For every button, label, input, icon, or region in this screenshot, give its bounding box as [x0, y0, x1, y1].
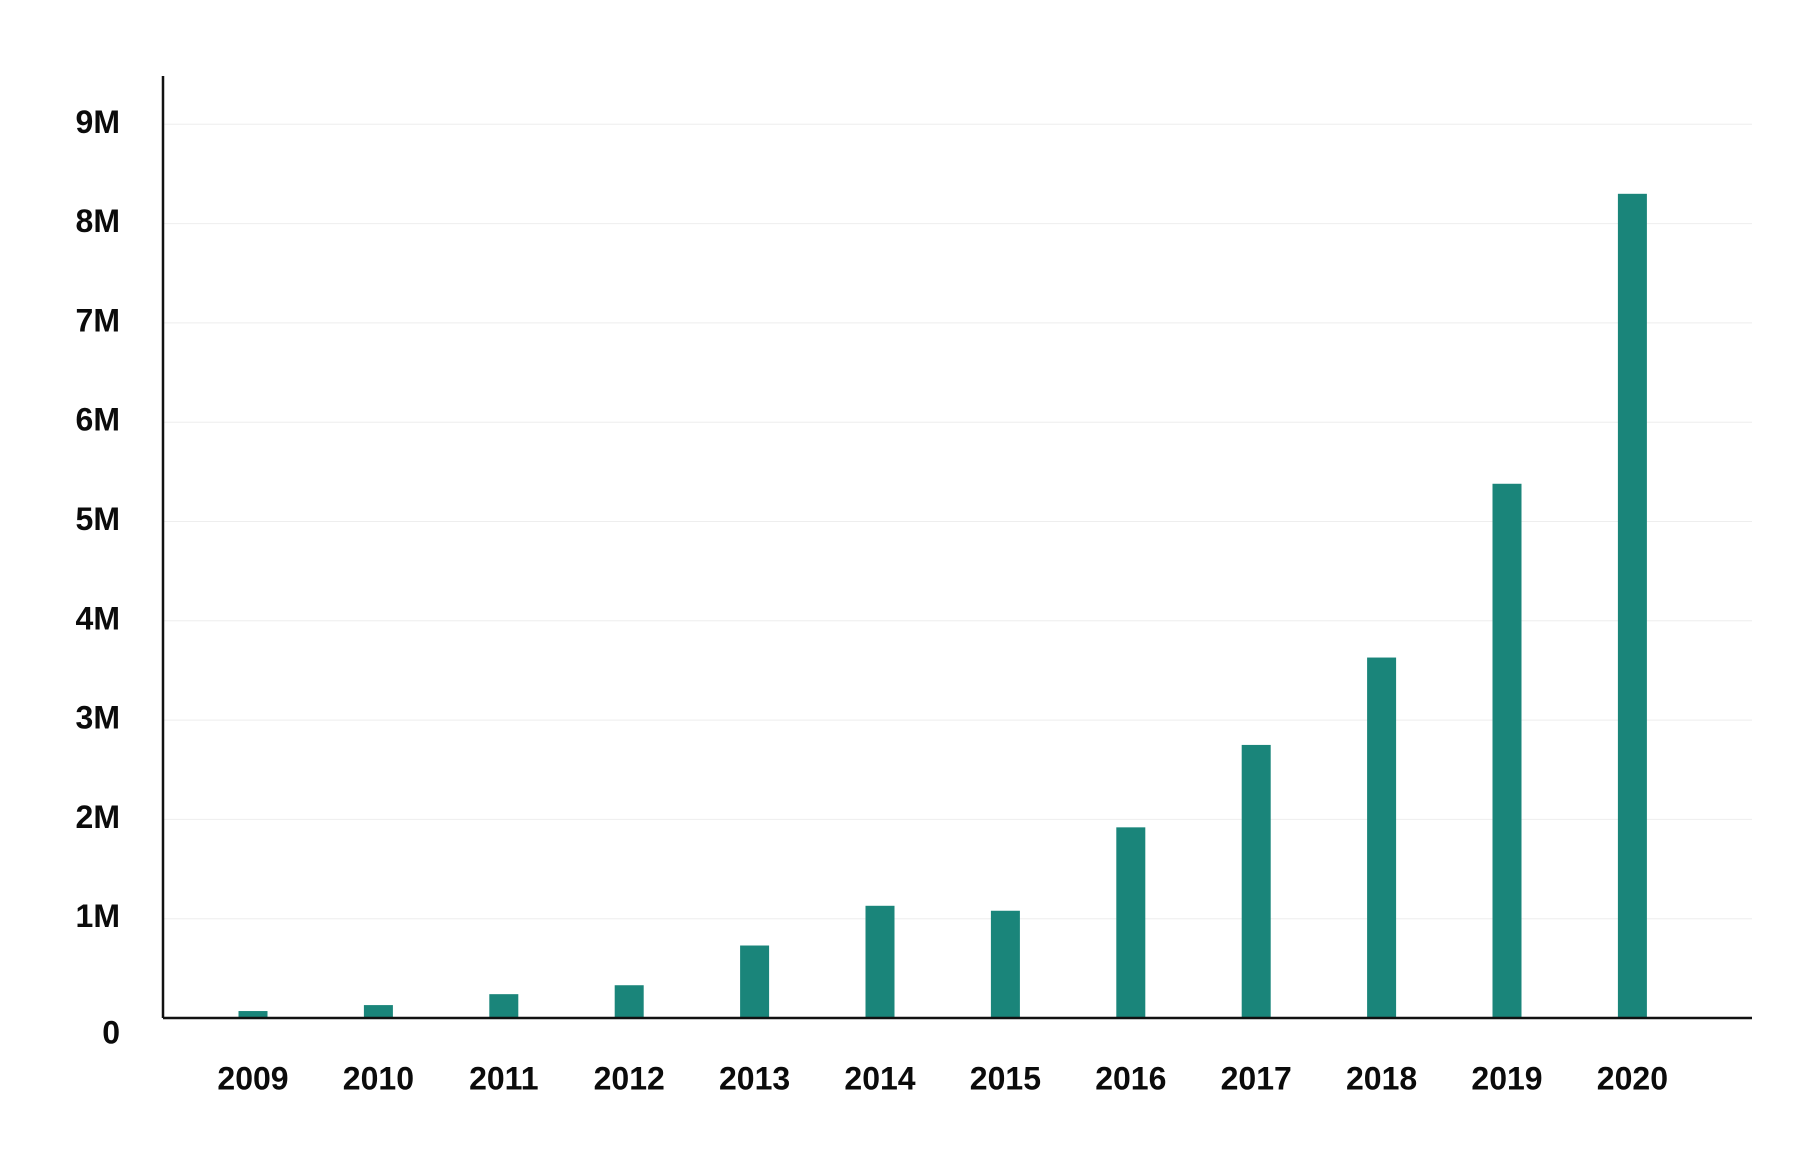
y-tick-label: 2M: [76, 799, 120, 835]
y-tick-label: 3M: [76, 700, 120, 736]
bar-2015: [990, 910, 1020, 1018]
x-tick-label: 2016: [1095, 1060, 1166, 1096]
gridlines: [163, 123, 1752, 920]
x-tick-label: 2014: [844, 1060, 915, 1096]
bar-2009: [238, 1011, 268, 1018]
bar-2011: [489, 994, 519, 1018]
y-tick-label: 4M: [76, 600, 120, 636]
bar-2013: [740, 945, 770, 1018]
y-tick-label: 8M: [76, 203, 120, 239]
bar-2019: [1492, 483, 1522, 1018]
x-tick-label: 2018: [1346, 1060, 1417, 1096]
x-tick-label: 2011: [469, 1060, 538, 1096]
x-tick-label: 2012: [594, 1060, 665, 1096]
bars: [238, 193, 1647, 1018]
bar-2016: [1116, 827, 1146, 1018]
x-tick-label: 2020: [1597, 1060, 1668, 1096]
x-tick-label: 2019: [1471, 1060, 1542, 1096]
bar-2020: [1617, 193, 1647, 1018]
y-tick-labels: 0 1M 2M 3M 4M 5M 6M 7M 8M 9M: [76, 104, 120, 1051]
x-tick-label: 2015: [970, 1060, 1041, 1096]
bar-2010: [363, 1005, 393, 1018]
bar-2014: [865, 905, 895, 1018]
y-tick-label: 1M: [76, 898, 120, 934]
bar-2012: [614, 985, 644, 1018]
y-tick-label: 5M: [76, 501, 120, 537]
x-tick-label: 2009: [217, 1060, 288, 1096]
y-tick-label: 6M: [76, 402, 120, 438]
x-tick-label: 2013: [719, 1060, 790, 1096]
x-tick-label: 2017: [1221, 1060, 1292, 1096]
x-tick-labels: 2009 2010 2011 2012 2013 2014 2015 2016 2017 2018…: [217, 1060, 1668, 1096]
bar-2018: [1367, 657, 1397, 1018]
x-tick-label: 2010: [343, 1060, 414, 1096]
y-tick-label: 7M: [76, 302, 120, 338]
y-tick-label: 9M: [76, 104, 120, 140]
bar-2017: [1241, 744, 1271, 1018]
y-tick-label: 0: [102, 1014, 120, 1050]
